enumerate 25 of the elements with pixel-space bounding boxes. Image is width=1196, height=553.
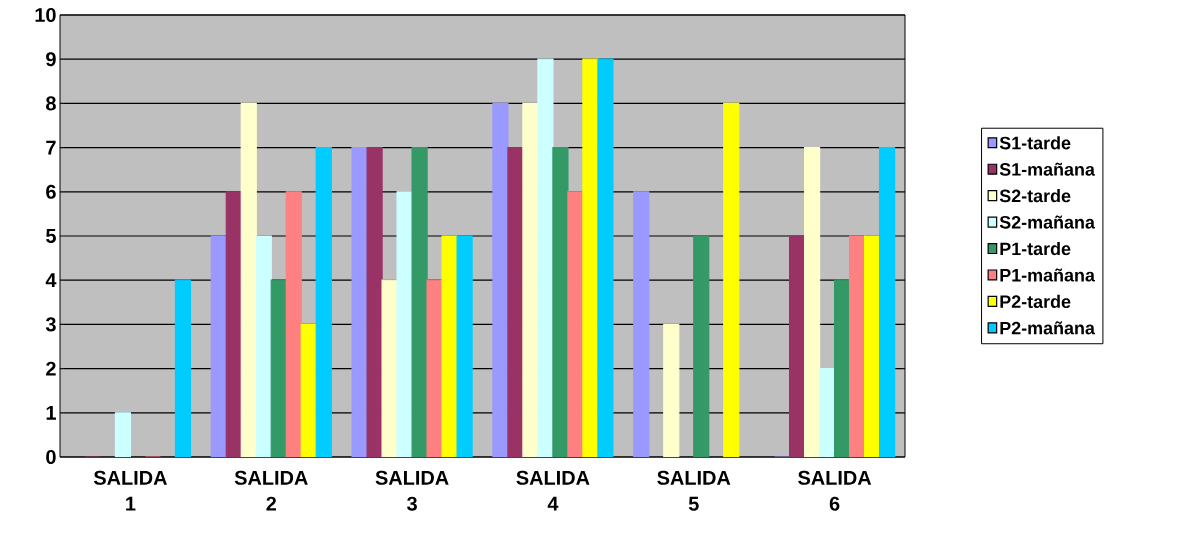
y-tick-label: 2 — [46, 361, 56, 376]
y-tick-label: 4 — [45, 273, 57, 288]
x-tick-label: SALIDA 5 — [657, 470, 731, 511]
legend-label: P1-mañana — [1000, 268, 1096, 282]
legend-label: S2-mañana — [999, 215, 1096, 229]
y-tick-label: 3 — [45, 317, 56, 332]
legend-label: P2-tarde — [1000, 294, 1071, 309]
y-tick-label: 6 — [46, 184, 56, 199]
y-tick-label: 5 — [46, 229, 56, 243]
legend-label: S2-tarde — [999, 189, 1071, 203]
y-tick-label: 0 — [46, 449, 56, 465]
x-tick-label: SALIDA 2 — [234, 470, 308, 511]
y-tick-label: 9 — [46, 52, 56, 67]
y-tick-label: 7 — [46, 140, 56, 155]
y-tick-label: 10 — [35, 7, 56, 23]
x-tick-label: SALIDA 3 — [375, 470, 449, 511]
x-tick-label: SALIDA 1 — [93, 470, 167, 511]
legend-label: P2-mañana — [1000, 321, 1096, 335]
x-tick-label: SALIDA 6 — [798, 470, 872, 511]
x-tick-label: SALIDA 4 — [516, 470, 590, 511]
legend-label: P1-tarde — [1000, 241, 1071, 256]
y-tick-label: 1 — [46, 405, 56, 420]
y-tick-label: 8 — [46, 96, 56, 111]
legend-label: S1-mañana — [999, 162, 1096, 176]
legend-label: S1-tarde — [999, 136, 1071, 150]
